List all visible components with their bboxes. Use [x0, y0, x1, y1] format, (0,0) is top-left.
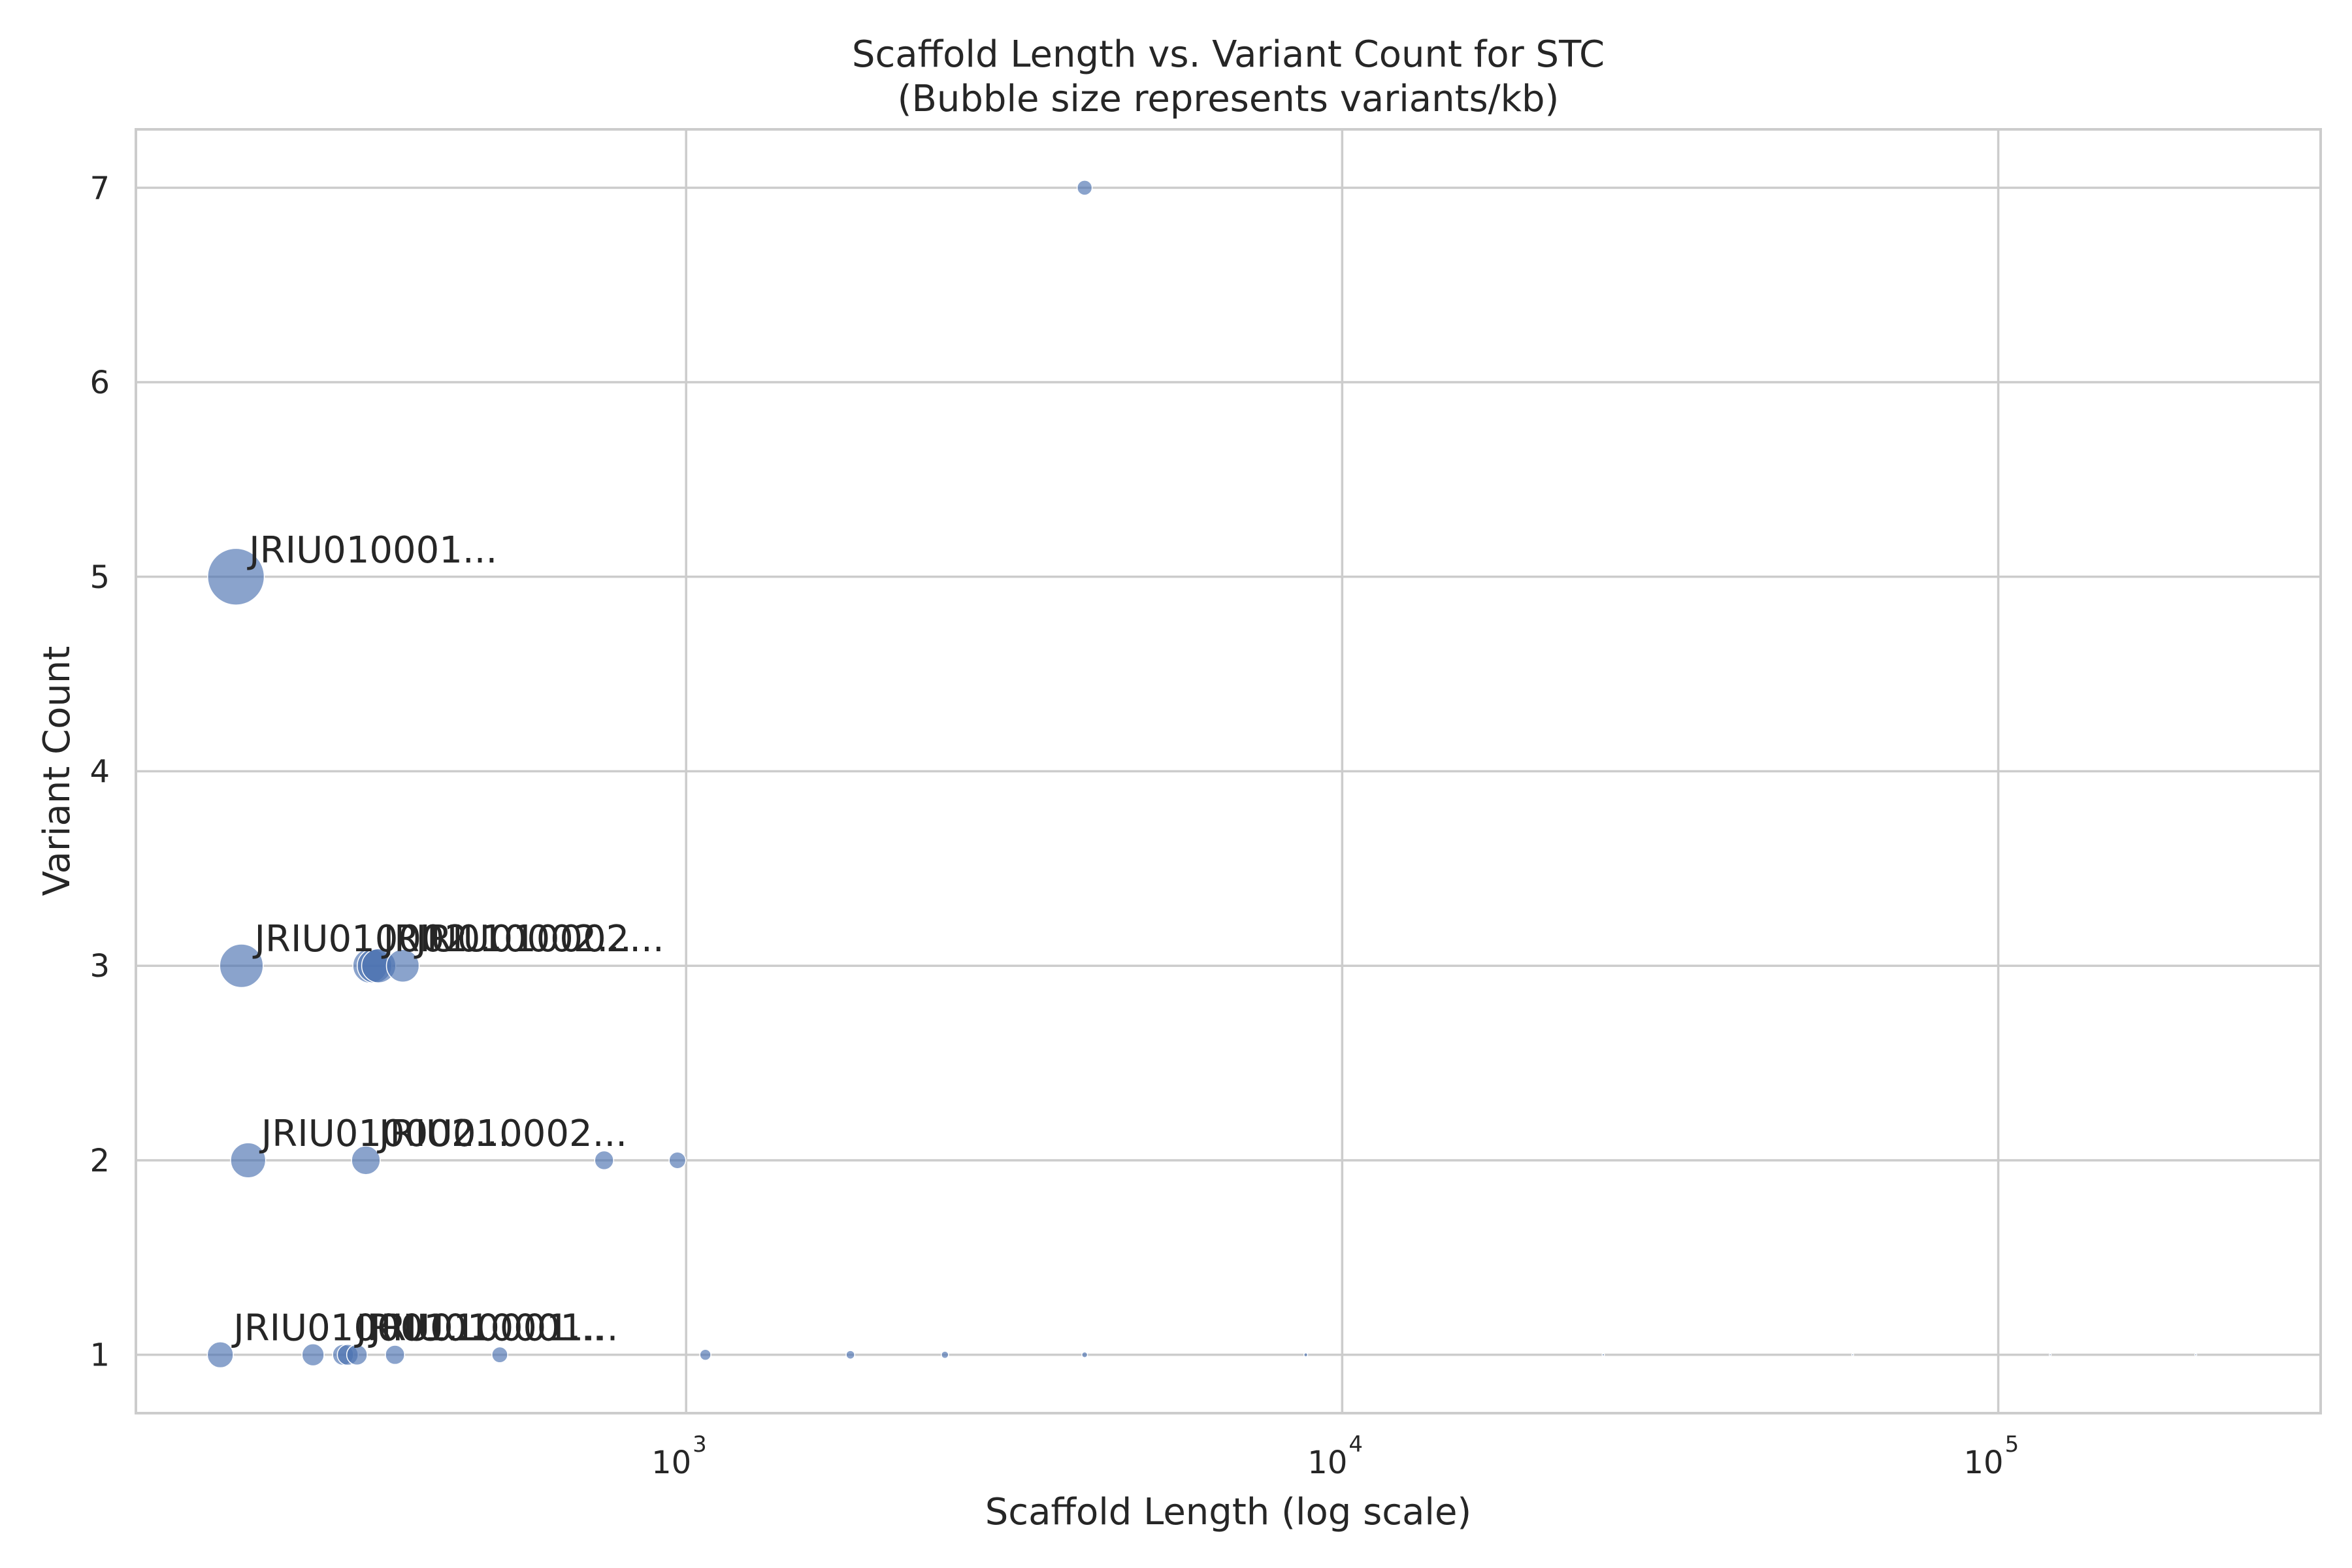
- data-point: [594, 1150, 614, 1171]
- data-point: [230, 1142, 267, 1179]
- data-point: [207, 547, 265, 606]
- chart-title: Scaffold Length vs. Variant Count for ST…: [852, 33, 1605, 76]
- data-point: [346, 1344, 368, 1366]
- y-tick-label: 7: [90, 170, 110, 206]
- data-point: [2194, 1353, 2198, 1356]
- y-tick-label: 3: [90, 948, 110, 985]
- x-tick-label: 10 4: [1307, 1431, 1363, 1481]
- point-annotation: JRIU010002...: [377, 1113, 627, 1155]
- point-annotation: JRIU010002...: [259, 1113, 510, 1155]
- x-tick-exponent: 3: [693, 1431, 707, 1458]
- data-point: [351, 1145, 381, 1175]
- plot-frame: [135, 128, 2322, 1414]
- x-tick-base: 10: [1963, 1445, 2003, 1481]
- data-point: [1851, 1353, 1855, 1356]
- x-tick-exponent: 5: [2005, 1431, 2019, 1458]
- data-point: [385, 949, 420, 983]
- point-annotation: JRIU010001...: [247, 529, 497, 572]
- y-axis-label: Variant Count: [36, 646, 78, 896]
- point-annotation: JRIU010002...: [253, 918, 503, 960]
- data-point: [845, 1350, 855, 1360]
- data-point: [668, 1151, 687, 1169]
- point-annotation: JRIU010002...: [414, 918, 664, 960]
- point-annotation: JRIU010001...: [231, 1307, 482, 1350]
- x-tick-exponent: 4: [1348, 1431, 1363, 1458]
- data-point: [206, 1341, 234, 1369]
- point-annotation: JRIU010002...: [382, 918, 632, 960]
- annotations-layer: JRIU010001...JRIU010002...JRIU010002...J…: [231, 529, 664, 1350]
- data-point: [1601, 1353, 1605, 1357]
- y-tick-label: 1: [90, 1337, 110, 1374]
- data-point: [2048, 1353, 2052, 1356]
- grid-layer: [136, 129, 2321, 1413]
- x-axis-label: Scaffold Length (log scale): [985, 1491, 1472, 1533]
- data-point: [301, 1343, 325, 1367]
- data-point: [940, 1350, 949, 1359]
- y-tick-label: 5: [90, 559, 110, 596]
- data-point: [1303, 1352, 1309, 1358]
- points-layer: [206, 180, 2198, 1369]
- data-point: [699, 1348, 711, 1361]
- y-tick-label: 2: [90, 1143, 110, 1179]
- data-point: [219, 943, 264, 988]
- data-point: [1081, 1351, 1088, 1358]
- point-annotation: JRIU010001...: [354, 1307, 604, 1350]
- data-point: [491, 1346, 508, 1364]
- x-tick-label: 10 3: [651, 1431, 707, 1481]
- point-annotation: JRIU010001...: [368, 1307, 618, 1350]
- chart-subtitle: (Bubble size represents variants/kb): [898, 78, 1560, 120]
- data-point: [1076, 180, 1093, 196]
- data-point: [385, 1345, 406, 1365]
- x-tick-label: 10 5: [1963, 1431, 2019, 1481]
- y-tick-label: 6: [90, 365, 110, 401]
- x-tick-base: 10: [651, 1445, 691, 1481]
- y-tick-label: 4: [90, 754, 110, 791]
- x-tick-base: 10: [1307, 1445, 1347, 1481]
